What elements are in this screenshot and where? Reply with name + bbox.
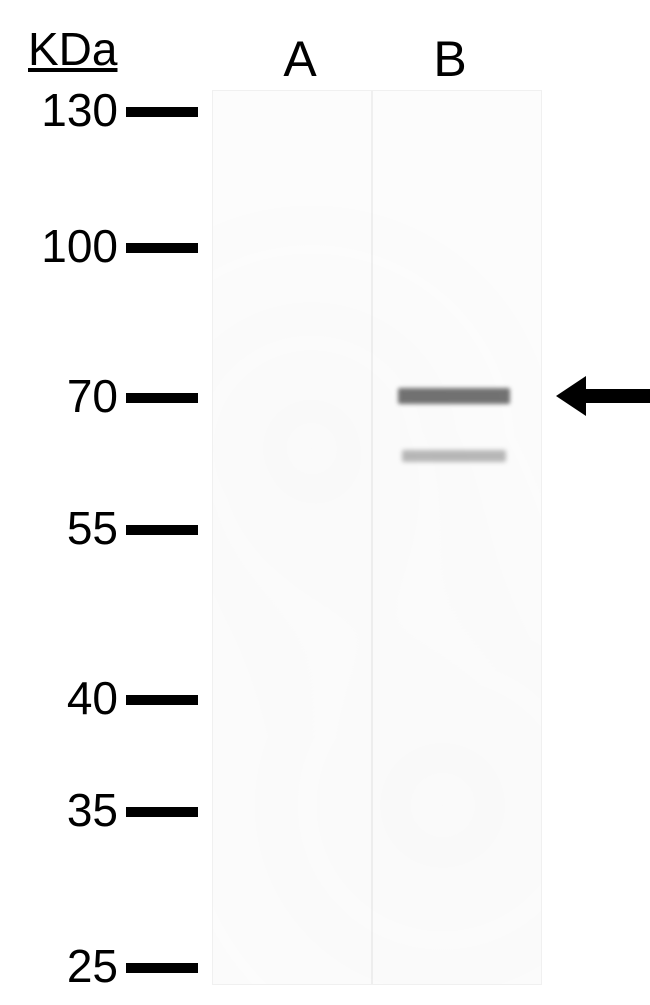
lane-label-B: B — [430, 30, 470, 88]
mw-tick-55 — [126, 525, 198, 535]
mw-tick-130 — [126, 107, 198, 117]
lane-label-A: A — [280, 30, 320, 88]
lane-divider — [371, 91, 373, 984]
unit-label-kda: KDa — [28, 22, 117, 76]
band-B-0 — [398, 388, 510, 404]
mw-label-70: 70 — [0, 369, 118, 423]
mw-label-35: 35 — [0, 783, 118, 837]
mw-label-100: 100 — [0, 219, 118, 273]
mw-tick-25 — [126, 963, 198, 973]
mw-tick-35 — [126, 807, 198, 817]
mw-label-130: 130 — [0, 83, 118, 137]
mw-label-40: 40 — [0, 671, 118, 725]
mw-label-25: 25 — [0, 939, 118, 993]
western-blot-figure: KDa 130 100 70 55 40 35 25 A B — [0, 0, 650, 1005]
arrow-shaft — [586, 389, 650, 403]
mw-tick-70 — [126, 393, 198, 403]
membrane-noise — [213, 91, 541, 984]
arrow-head-icon — [556, 376, 586, 416]
blot-membrane — [212, 90, 542, 985]
mw-label-55: 55 — [0, 501, 118, 555]
mw-tick-40 — [126, 695, 198, 705]
band-B-1 — [402, 450, 506, 462]
mw-tick-100 — [126, 243, 198, 253]
